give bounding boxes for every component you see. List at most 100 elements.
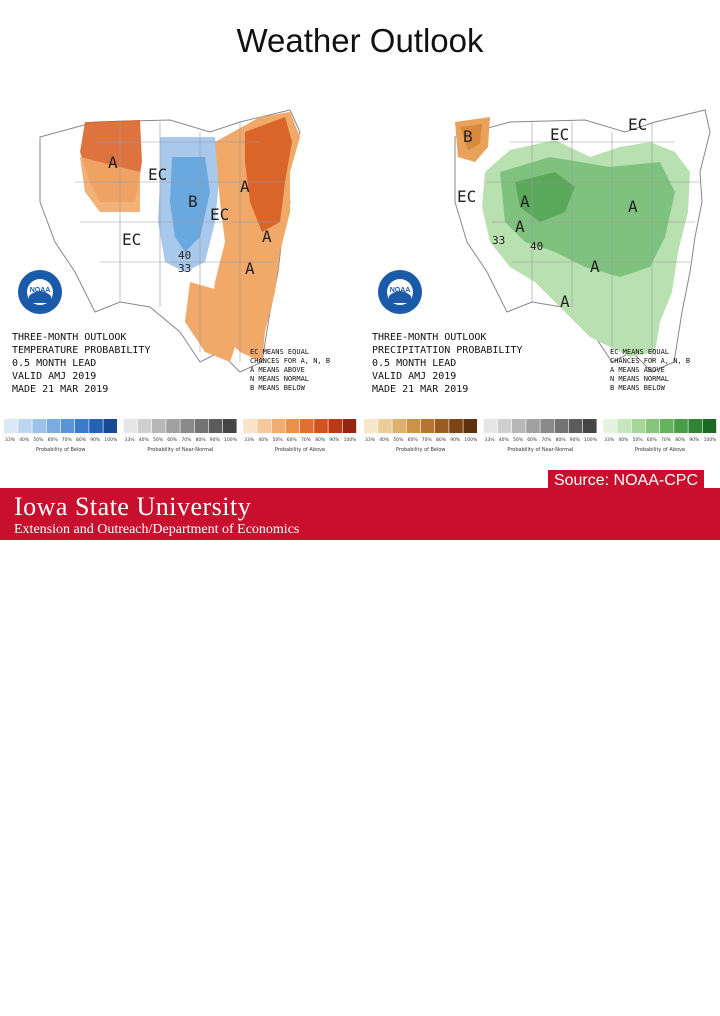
university-name: Iowa State University bbox=[14, 492, 252, 521]
map-label: A bbox=[560, 292, 570, 311]
scale-swatch bbox=[568, 419, 583, 433]
scale-tick-label: 50% bbox=[393, 437, 404, 443]
source-label: Source: NOAA-CPC bbox=[547, 470, 704, 490]
scale-tick-label: 80% bbox=[556, 437, 567, 443]
map-caption-line: 0.5 MONTH LEAD bbox=[12, 358, 96, 369]
legend-note-line: N MEANS NORMAL bbox=[610, 375, 669, 383]
scale-group-title: Probability of Above bbox=[635, 447, 685, 453]
scale-swatch bbox=[123, 419, 138, 433]
scale-tick-label: 40% bbox=[379, 437, 390, 443]
legend-note-line: B MEANS BELOW bbox=[250, 384, 306, 392]
precipitation-probability-scale: 33% 40% 50% 60% 70% 80% 90% 100%Probability of … bbox=[364, 419, 717, 453]
scale-tick-label: 70% bbox=[181, 437, 192, 443]
scale-swatch bbox=[75, 419, 89, 433]
scale-tick-label: 80% bbox=[76, 437, 87, 443]
map-label: A bbox=[628, 197, 638, 216]
scale-tick-label: 90% bbox=[570, 437, 581, 443]
scale-tick-label: 60% bbox=[408, 437, 419, 443]
map-caption-line: MADE 21 MAR 2019 bbox=[372, 384, 468, 395]
scale-swatch bbox=[512, 419, 526, 433]
scale-tick-label: 70% bbox=[422, 437, 433, 443]
scale-tick-label: 33% bbox=[5, 437, 16, 443]
map-label: EC bbox=[210, 205, 229, 224]
scale-swatch bbox=[583, 419, 597, 433]
department-name: Extension and Outreach/Department of Eco… bbox=[14, 522, 300, 537]
scale-swatch bbox=[194, 419, 209, 433]
legend-note-line: CHANCES FOR A, N, B bbox=[610, 357, 690, 365]
scale-swatch bbox=[645, 419, 660, 433]
map-label: 33 bbox=[178, 262, 191, 275]
map-caption-line: TEMPERATURE PROBABILITY bbox=[12, 345, 150, 356]
legend-note-line: N MEANS NORMAL bbox=[250, 375, 309, 383]
scale-swatch bbox=[166, 419, 180, 433]
scale-tick-label: 60% bbox=[527, 437, 538, 443]
map-label: EC bbox=[148, 165, 167, 184]
scale-swatch bbox=[364, 419, 378, 433]
scale-swatch bbox=[32, 419, 46, 433]
scale-swatch bbox=[89, 419, 103, 433]
scale-tick-label: 80% bbox=[436, 437, 447, 443]
scale-swatch bbox=[60, 419, 75, 433]
scale-tick-label: 70% bbox=[541, 437, 552, 443]
map-label: A bbox=[240, 177, 250, 196]
scale-swatch bbox=[223, 419, 237, 433]
scale-swatch bbox=[631, 419, 646, 433]
map-label: EC bbox=[122, 230, 141, 249]
map-label: B bbox=[463, 127, 473, 146]
scale-swatch bbox=[180, 419, 194, 433]
map-label: A bbox=[108, 153, 118, 172]
scale-tick-label: 40% bbox=[19, 437, 30, 443]
scale-tick-label: 100% bbox=[344, 437, 358, 443]
scale-swatch bbox=[554, 419, 569, 433]
scale-tick-label: 80% bbox=[675, 437, 686, 443]
scale-tick-label: 70% bbox=[301, 437, 312, 443]
noaa-logo: NOAA bbox=[18, 270, 62, 314]
scale-tick-label: 40% bbox=[618, 437, 629, 443]
scale-tick-label: 90% bbox=[90, 437, 101, 443]
brand-name: Ag Decision Maker bbox=[498, 986, 706, 1015]
legend-note-line: EC MEANS EQUAL bbox=[250, 348, 309, 356]
scale-swatch bbox=[603, 419, 617, 433]
scale-swatch bbox=[46, 419, 61, 433]
scale-swatch bbox=[702, 419, 717, 433]
scale-swatch bbox=[300, 419, 314, 433]
scale-tick-label: 33% bbox=[125, 437, 136, 443]
scale-tick-label: 50% bbox=[273, 437, 284, 443]
scale-tick-label: 80% bbox=[196, 437, 207, 443]
scale-tick-label: 50% bbox=[33, 437, 44, 443]
scale-swatch bbox=[497, 419, 512, 433]
map-label: 33 bbox=[492, 234, 505, 247]
scale-swatch bbox=[208, 419, 223, 433]
scale-group-title: Probability of Near-Normal bbox=[147, 447, 213, 453]
scale-swatch bbox=[449, 419, 463, 433]
map-label: 40 bbox=[178, 249, 191, 262]
scale-tick-label: 60% bbox=[48, 437, 59, 443]
scale-swatch bbox=[406, 419, 421, 433]
map-label: A bbox=[262, 227, 272, 246]
scale-swatch bbox=[674, 419, 688, 433]
map-label: A bbox=[520, 192, 530, 211]
scale-tick-label: 60% bbox=[647, 437, 658, 443]
scale-tick-label: 50% bbox=[153, 437, 164, 443]
scale-tick-label: 50% bbox=[633, 437, 644, 443]
scale-tick-label: 33% bbox=[485, 437, 496, 443]
scale-swatch bbox=[257, 419, 271, 433]
scale-tick-label: 100% bbox=[464, 437, 478, 443]
scale-swatch bbox=[243, 419, 257, 433]
scale-tick-label: 50% bbox=[513, 437, 524, 443]
map-label: EC bbox=[457, 187, 476, 206]
map-label: A bbox=[590, 257, 600, 276]
map-label: EC bbox=[628, 115, 647, 134]
map-caption-line: PRECIPITATION PROBABILITY bbox=[372, 345, 523, 356]
scale-tick-label: 70% bbox=[62, 437, 73, 443]
legend-note-line: EC MEANS EQUAL bbox=[610, 348, 669, 356]
scale-swatch bbox=[103, 419, 117, 433]
scale-tick-label: 60% bbox=[287, 437, 298, 443]
scale-tick-label: 90% bbox=[689, 437, 700, 443]
scale-swatch bbox=[285, 419, 300, 433]
legend-note-line: B MEANS BELOW bbox=[610, 384, 666, 392]
map-label: A bbox=[515, 217, 525, 236]
scale-swatch bbox=[378, 419, 392, 433]
scale-swatch bbox=[328, 419, 342, 433]
map-caption-line: THREE-MONTH OUTLOOK bbox=[12, 332, 126, 343]
